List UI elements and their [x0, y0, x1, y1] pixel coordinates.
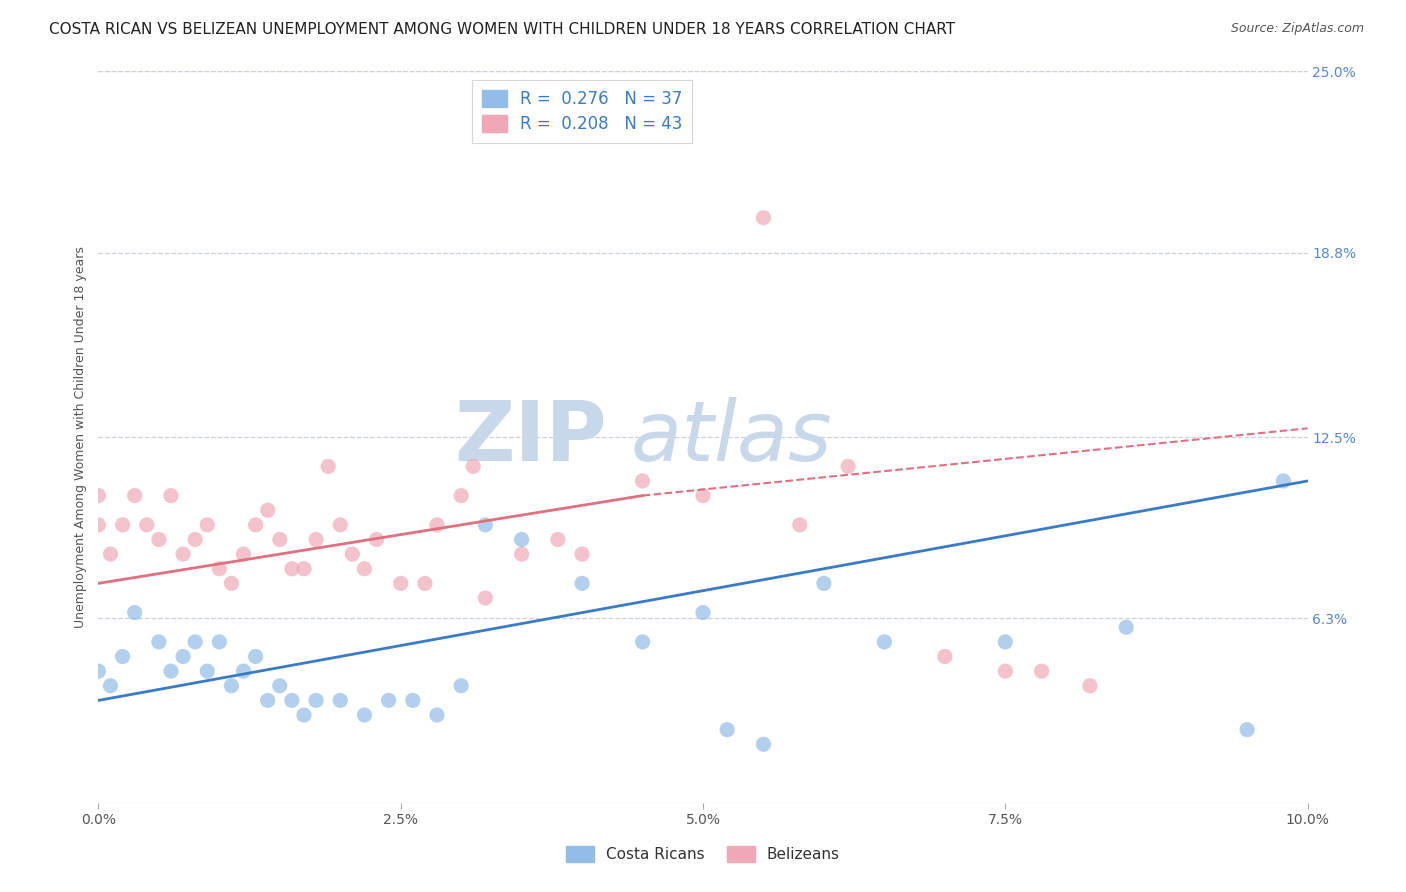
Point	[269, 533, 291, 547]
Point	[232, 547, 254, 561]
Point	[571, 576, 593, 591]
Point	[292, 562, 315, 576]
Point	[195, 517, 218, 532]
Point	[1031, 664, 1053, 678]
Point	[111, 649, 134, 664]
Point	[463, 459, 485, 474]
Point	[752, 211, 775, 225]
Point	[631, 635, 654, 649]
Point	[692, 606, 714, 620]
Point	[172, 649, 194, 664]
Point	[353, 708, 375, 723]
Point	[100, 679, 122, 693]
Point	[510, 547, 533, 561]
Point	[1272, 474, 1295, 488]
Point	[160, 489, 183, 503]
Point	[402, 693, 425, 707]
Point	[994, 664, 1017, 678]
Point	[353, 562, 375, 576]
Point	[269, 679, 291, 693]
Point	[184, 635, 207, 649]
Point	[87, 664, 110, 678]
Point	[87, 517, 110, 532]
Point	[184, 533, 207, 547]
Point	[281, 693, 304, 707]
Point	[547, 533, 569, 547]
Point	[329, 693, 352, 707]
Point	[450, 489, 472, 503]
Point	[245, 517, 267, 532]
Text: COSTA RICAN VS BELIZEAN UNEMPLOYMENT AMONG WOMEN WITH CHILDREN UNDER 18 YEARS CO: COSTA RICAN VS BELIZEAN UNEMPLOYMENT AMO…	[49, 22, 955, 37]
Point	[195, 664, 218, 678]
Point	[221, 679, 243, 693]
Legend: R =  0.276   N = 37, R =  0.208   N = 43: R = 0.276 N = 37, R = 0.208 N = 43	[472, 79, 692, 143]
Point	[789, 517, 811, 532]
Point	[934, 649, 956, 664]
Point	[305, 693, 328, 707]
Text: Source: ZipAtlas.com: Source: ZipAtlas.com	[1230, 22, 1364, 36]
Point	[474, 591, 496, 605]
Point	[281, 562, 304, 576]
Point	[245, 649, 267, 664]
Point	[1115, 620, 1137, 634]
Text: ZIP: ZIP	[454, 397, 606, 477]
Point	[135, 517, 157, 532]
Point	[256, 693, 278, 707]
Point	[100, 547, 122, 561]
Point	[837, 459, 859, 474]
Point	[426, 708, 449, 723]
Point	[377, 693, 399, 707]
Point	[305, 533, 328, 547]
Point	[716, 723, 738, 737]
Point	[124, 489, 146, 503]
Point	[1236, 723, 1258, 737]
Point	[148, 533, 170, 547]
Point	[148, 635, 170, 649]
Point	[232, 664, 254, 678]
Point	[413, 576, 436, 591]
Point	[692, 489, 714, 503]
Text: atlas: atlas	[630, 397, 832, 477]
Point	[510, 533, 533, 547]
Point	[292, 708, 315, 723]
Point	[389, 576, 412, 591]
Point	[450, 679, 472, 693]
Point	[474, 517, 496, 532]
Point	[342, 547, 364, 561]
Point	[208, 635, 231, 649]
Point	[221, 576, 243, 591]
Point	[208, 562, 231, 576]
Point	[160, 664, 183, 678]
Point	[752, 737, 775, 751]
Point	[994, 635, 1017, 649]
Point	[87, 489, 110, 503]
Y-axis label: Unemployment Among Women with Children Under 18 years: Unemployment Among Women with Children U…	[75, 246, 87, 628]
Point	[256, 503, 278, 517]
Point	[111, 517, 134, 532]
Point	[172, 547, 194, 561]
Point	[426, 517, 449, 532]
Point	[329, 517, 352, 532]
Point	[124, 606, 146, 620]
Point	[1078, 679, 1101, 693]
Point	[631, 474, 654, 488]
Point	[571, 547, 593, 561]
Point	[366, 533, 388, 547]
Point	[873, 635, 896, 649]
Point	[813, 576, 835, 591]
Point	[316, 459, 339, 474]
